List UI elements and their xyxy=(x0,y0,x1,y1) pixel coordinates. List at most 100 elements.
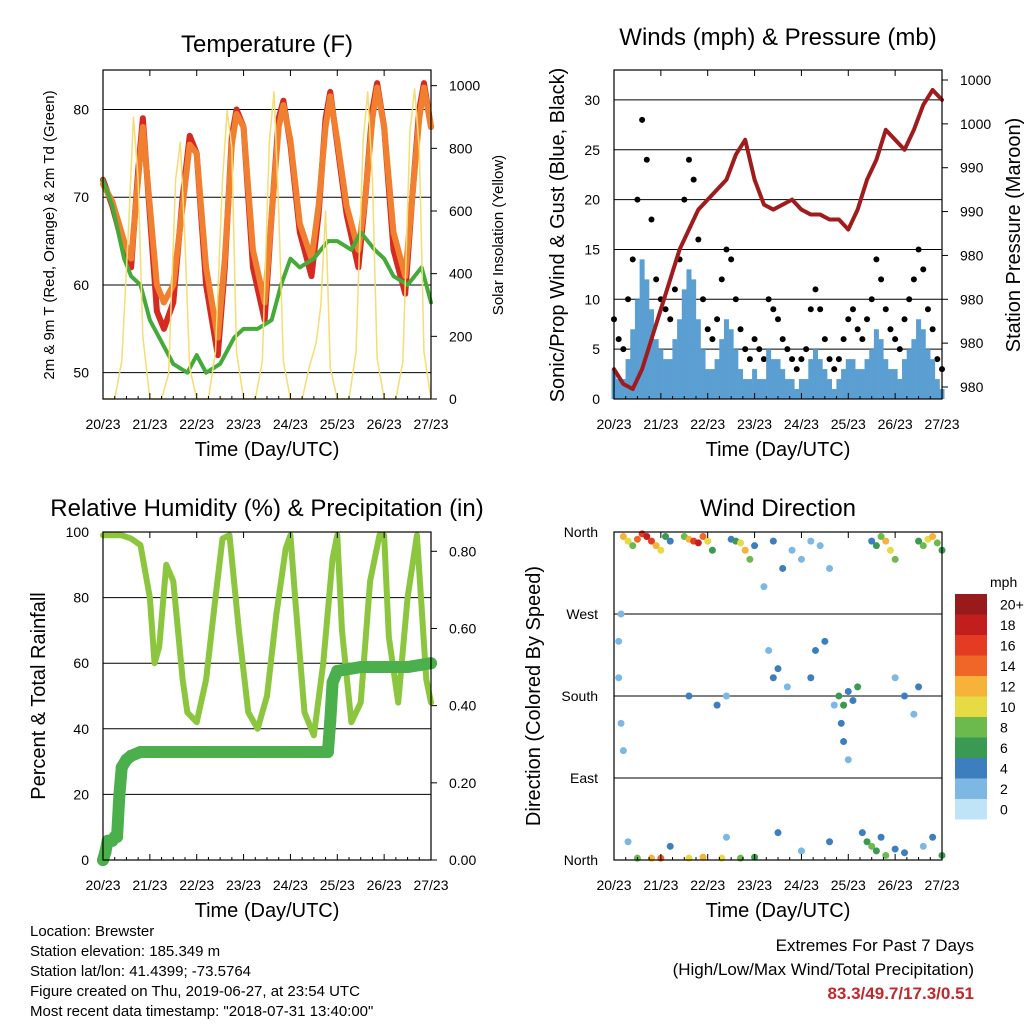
precip-point-21 xyxy=(354,661,367,674)
dir-point-67 xyxy=(685,692,693,700)
gust-point-4 xyxy=(629,256,636,263)
wind-y2label: Station Pressure (Maroon) xyxy=(1003,118,1024,353)
gust-point-41 xyxy=(803,346,810,353)
dir-point-47 xyxy=(619,747,627,755)
temp-ytick-label-1: 60 xyxy=(73,277,89,293)
gust-point-7 xyxy=(643,156,650,163)
dir-point-9 xyxy=(662,533,670,541)
x-tick-label-1-6: 26/23 xyxy=(878,416,913,432)
gust-point-49 xyxy=(840,336,847,343)
dir-point-0 xyxy=(619,533,627,541)
legend-swatch-8 xyxy=(955,635,987,656)
gust-point-1 xyxy=(615,336,622,343)
rh-y2tick-label-1: 0.20 xyxy=(449,775,476,791)
temp-y2tick-label-0: 0 xyxy=(449,391,457,407)
extremes-values: 83.3/49.7/17.3/0.51 xyxy=(827,984,974,1003)
x-tick-label-0-3: 23/23 xyxy=(226,416,261,432)
dir-point-84 xyxy=(699,853,707,861)
legend-swatch-1 xyxy=(955,778,987,799)
precip-point-17 xyxy=(321,745,334,758)
station-info: Location: Brewster Station elevation: 18… xyxy=(30,922,373,1022)
dir-ytick-label-1: East xyxy=(570,770,598,786)
legend-label-2: 4 xyxy=(1000,760,1008,776)
dir-point-78 xyxy=(891,845,899,853)
gust-point-55 xyxy=(868,296,875,303)
dir-point-56 xyxy=(830,701,838,709)
x-tick-label-0-4: 24/23 xyxy=(273,416,308,432)
legend-swatch-5 xyxy=(955,696,987,717)
dir-point-8 xyxy=(657,546,665,554)
dir-point-57 xyxy=(835,692,843,700)
legend-swatch-2 xyxy=(955,758,987,779)
dir-point-10 xyxy=(666,537,674,545)
dir-point-75 xyxy=(872,847,880,855)
gust-point-36 xyxy=(779,336,786,343)
dir-point-64 xyxy=(844,756,852,764)
precip-point-16 xyxy=(307,745,320,758)
wind-y2tick-label-5: 990 xyxy=(960,160,984,176)
x-tick-label-0-2: 22/23 xyxy=(179,416,214,432)
x-tick-label-3-0: 20/23 xyxy=(596,877,631,893)
gust-point-57 xyxy=(878,276,885,283)
gust-point-39 xyxy=(793,366,800,373)
gust-point-48 xyxy=(835,356,842,363)
dir-point-30 xyxy=(816,542,824,550)
dir-point-52 xyxy=(783,683,791,691)
dir-point-60 xyxy=(844,687,852,695)
dir-point-33 xyxy=(872,542,880,550)
location-text: Location: Brewster xyxy=(30,923,155,940)
wind-ytick-label-5: 25 xyxy=(584,142,600,158)
rh-ytick-label-5: 100 xyxy=(66,524,90,540)
x-tick-label-1-4: 24/23 xyxy=(784,416,819,432)
dir-point-28 xyxy=(797,555,805,563)
gust-point-66 xyxy=(920,266,927,273)
rh-y2tick-label-3: 0.60 xyxy=(449,620,476,636)
dir-point-94 xyxy=(919,842,927,850)
gust-point-25 xyxy=(728,256,735,263)
extremes-subtitle: (High/Low/Max Wind/Total Precipitation) xyxy=(672,960,974,979)
x-tick-label-3-5: 25/23 xyxy=(831,877,866,893)
gust-point-54 xyxy=(864,316,871,323)
dir-point-49 xyxy=(765,646,773,654)
gust-point-44 xyxy=(817,306,824,313)
x-tick-label-0-0: 20/23 xyxy=(85,416,120,432)
dir-point-15 xyxy=(699,533,707,541)
dir-point-95 xyxy=(929,833,937,841)
timestamp-text: Most recent data timestamp: "2018-07-31 … xyxy=(30,1003,374,1020)
gust-point-24 xyxy=(723,246,730,253)
x-tick-label-0-6: 26/23 xyxy=(367,416,402,432)
elevation-text: Station elevation: 185.349 m xyxy=(30,943,221,960)
wind-ytick-label-6: 30 xyxy=(584,92,600,108)
dir-point-83 xyxy=(685,854,693,862)
dir-point-54 xyxy=(811,646,819,654)
temp-y2tick-label-1: 200 xyxy=(449,328,473,344)
gust-point-22 xyxy=(714,316,721,323)
gust-point-9 xyxy=(653,276,660,283)
dir-point-24 xyxy=(760,583,768,591)
temp-y2label: Solar Insolation (Yellow) xyxy=(490,155,507,315)
dir-point-42 xyxy=(933,539,941,547)
temp-y2tick-label-4: 800 xyxy=(449,140,473,156)
wind-ytick-label-3: 15 xyxy=(584,241,600,257)
legend-swatch-6 xyxy=(955,676,987,697)
gust-point-35 xyxy=(775,316,781,323)
gust-point-18 xyxy=(695,236,702,243)
dir-point-46 xyxy=(617,719,625,727)
gust-point-43 xyxy=(812,286,819,293)
gust-point-27 xyxy=(737,326,744,333)
precip-point-19 xyxy=(326,676,339,689)
gust-point-33 xyxy=(765,296,772,303)
gust-point-42 xyxy=(807,306,814,313)
gust-point-45 xyxy=(821,336,828,343)
precip-point-14 xyxy=(237,745,250,758)
dir-point-26 xyxy=(779,564,787,572)
wind-y2tick-label-6: 1000 xyxy=(960,116,991,132)
dir-point-45 xyxy=(615,674,623,682)
temp-series-1 xyxy=(100,84,434,341)
dir-point-89 xyxy=(666,842,674,850)
dir-point-35 xyxy=(882,537,890,545)
dir-point-37 xyxy=(891,555,899,563)
dir-ytick-label-2: South xyxy=(561,688,598,704)
x-tick-label-1-0: 20/23 xyxy=(596,416,631,432)
legend-label-3: 6 xyxy=(1000,740,1008,756)
